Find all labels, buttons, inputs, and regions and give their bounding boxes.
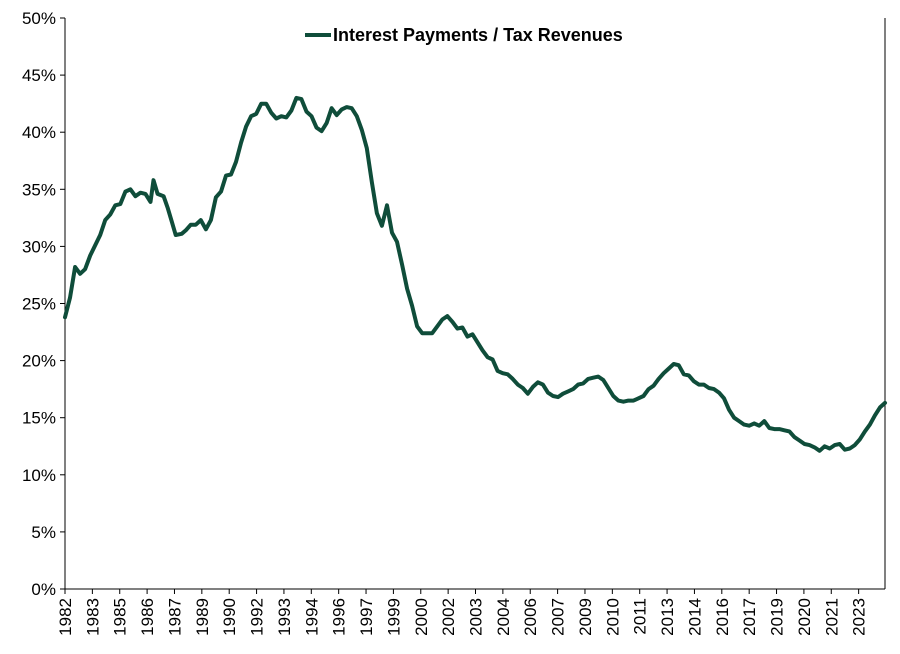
x-tick-label: 1985 bbox=[111, 598, 130, 636]
y-tick-label: 25% bbox=[22, 295, 56, 314]
x-tick-label: 1990 bbox=[220, 598, 239, 636]
y-tick-label: 20% bbox=[22, 352, 56, 371]
x-tick-label: 1996 bbox=[330, 598, 349, 636]
y-tick-label: 45% bbox=[22, 66, 56, 85]
x-tick-label: 2010 bbox=[603, 598, 622, 636]
x-tick-label: 2020 bbox=[795, 598, 814, 636]
x-tick-label: 1986 bbox=[138, 598, 157, 636]
x-tick-label: 1993 bbox=[275, 598, 294, 636]
x-tick-label: 1982 bbox=[56, 598, 75, 636]
x-tick-label: 1983 bbox=[83, 598, 102, 636]
y-tick-label: 40% bbox=[22, 123, 56, 142]
x-tick-label: 1997 bbox=[357, 598, 376, 636]
y-tick-label: 30% bbox=[22, 237, 56, 256]
x-tick-label: 2014 bbox=[685, 598, 704, 636]
y-tick-label: 15% bbox=[22, 409, 56, 428]
x-tick-label: 2016 bbox=[713, 598, 732, 636]
series-layer bbox=[63, 95, 887, 453]
x-tick-label: 1987 bbox=[165, 598, 184, 636]
x-tick-label: 2000 bbox=[412, 598, 431, 636]
x-tick-label: 2006 bbox=[521, 598, 540, 636]
y-tick-label: 10% bbox=[22, 466, 56, 485]
x-tick-label: 1992 bbox=[248, 598, 267, 636]
y-axis: 0% 5% 10% 15% 20% 25% 30% 35% 40% 45% 50% bbox=[22, 9, 65, 599]
legend: Interest Payments / Tax Revenues bbox=[305, 25, 623, 45]
x-axis: 1982 1983 1985 1986 1987 1989 1990 1992 1993 1994… bbox=[56, 589, 869, 636]
x-tick-label: 2021 bbox=[822, 598, 841, 636]
x-tick-label: 2009 bbox=[576, 598, 595, 636]
y-tick-label: 50% bbox=[22, 9, 56, 28]
plot-area bbox=[64, 18, 886, 590]
x-tick-label: 2004 bbox=[494, 598, 513, 636]
x-tick-label: 1994 bbox=[302, 598, 321, 636]
legend-label: Interest Payments / Tax Revenues bbox=[333, 25, 623, 45]
y-tick-label: 0% bbox=[31, 580, 56, 599]
x-tick-label: 2011 bbox=[631, 598, 650, 635]
x-tick-label: 2003 bbox=[467, 598, 486, 636]
y-tick-label: 35% bbox=[22, 180, 56, 199]
x-tick-label: 1999 bbox=[384, 598, 403, 636]
x-tick-label: 2013 bbox=[658, 598, 677, 636]
x-tick-label: 2007 bbox=[549, 598, 568, 636]
series-line bbox=[63, 95, 887, 453]
y-tick-label: 5% bbox=[31, 523, 56, 542]
x-tick-label: 2017 bbox=[740, 598, 759, 636]
x-tick-label: 2019 bbox=[768, 598, 787, 636]
x-tick-label: 2023 bbox=[850, 598, 869, 636]
x-tick-label: 1989 bbox=[193, 598, 212, 636]
x-tick-label: 2002 bbox=[439, 598, 458, 636]
